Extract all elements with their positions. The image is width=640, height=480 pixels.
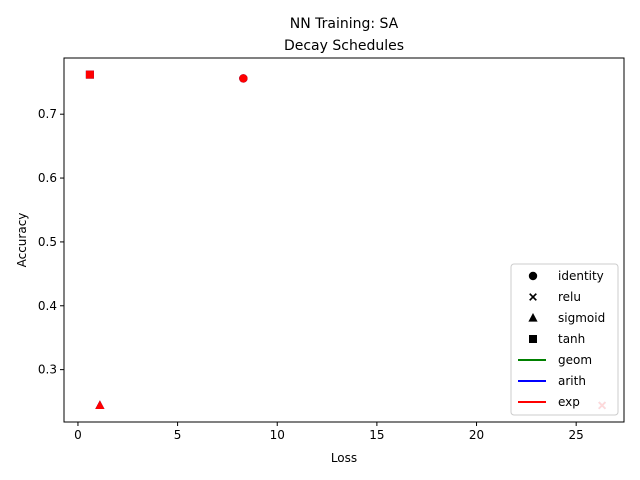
x-tick-label: 5 <box>174 428 182 442</box>
point-identity-exp <box>239 74 248 83</box>
legend-marker-relu <box>529 293 537 301</box>
legend-label-relu: relu <box>558 290 581 304</box>
y-tick-label: 0.3 <box>38 363 57 377</box>
chart-title-line1: NN Training: SA <box>290 16 399 32</box>
x-tick-label: 25 <box>569 428 584 442</box>
y-tick-label: 0.4 <box>38 299 57 313</box>
legend-marker-sigmoid <box>528 313 538 322</box>
x-tick-label: 20 <box>469 428 484 442</box>
x-axis-label: Loss <box>331 451 357 465</box>
x-axis-ticks: 0 5 10 15 20 25 <box>74 422 584 442</box>
legend-label-arith: arith <box>558 374 586 388</box>
y-tick-label: 0.6 <box>38 171 57 185</box>
x-tick-label: 10 <box>270 428 285 442</box>
legend-marker-relu-stroke-b <box>529 293 537 301</box>
legend: identity relu sigmoid tanh geom arith exp <box>510 263 619 416</box>
legend-label-sigmoid: sigmoid <box>558 311 605 325</box>
legend-box <box>510 263 619 416</box>
point-tanh-exp <box>85 70 94 79</box>
y-axis-label: Accuracy <box>15 213 29 268</box>
y-tick-label: 0.5 <box>38 235 57 249</box>
legend-label-exp: exp <box>558 395 580 409</box>
y-tick-label: 0.7 <box>38 107 57 121</box>
y-axis-ticks: 0.3 0.4 0.5 0.6 0.7 <box>38 107 64 377</box>
legend-marker-tanh <box>529 335 537 343</box>
x-tick-label: 0 <box>74 428 82 442</box>
legend-label-geom: geom <box>558 353 592 367</box>
x-tick-label: 15 <box>369 428 384 442</box>
point-sigmoid-exp <box>95 400 105 409</box>
legend-label-tanh: tanh <box>558 332 585 346</box>
plot-frame <box>63 57 625 423</box>
legend-marker-identity <box>528 271 538 281</box>
legend-label-identity: identity <box>558 269 604 283</box>
chart-title-line2: Decay Schedules <box>284 38 404 54</box>
